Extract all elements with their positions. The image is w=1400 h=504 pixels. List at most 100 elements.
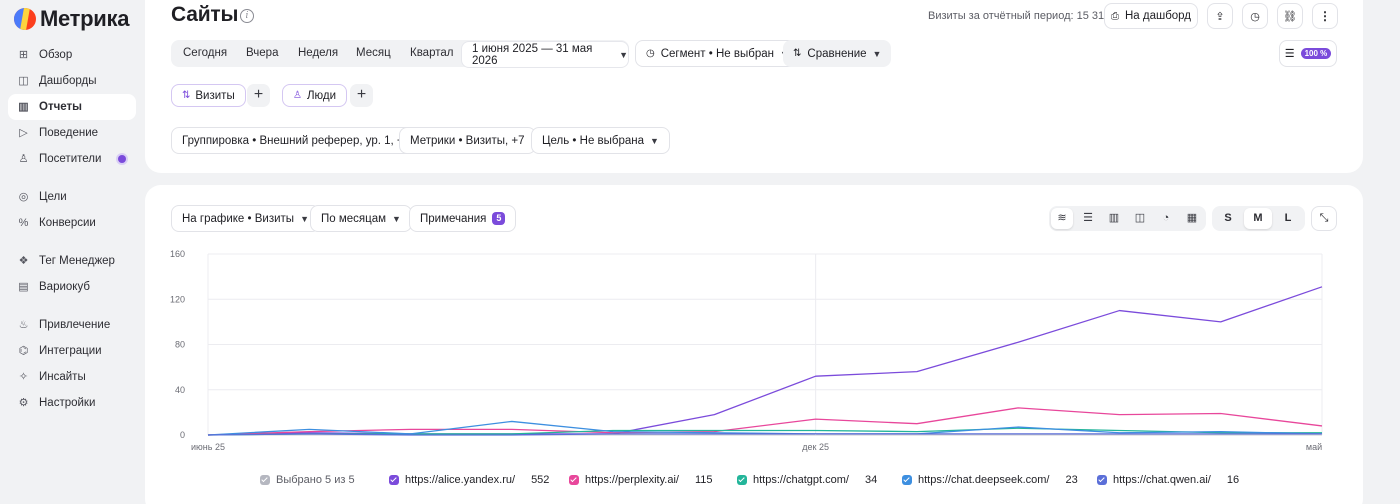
compare-label: Сравнение bbox=[807, 47, 867, 60]
legend-item[interactable]: https://chat.qwen.ai/ 16 bbox=[1097, 472, 1239, 488]
series-line bbox=[207, 286, 1323, 436]
segment-icon: ◷ bbox=[646, 48, 655, 59]
chevron-down-icon: ▼ bbox=[392, 213, 401, 224]
more-button[interactable]: ⋮ bbox=[1312, 3, 1338, 29]
legend-selected-all[interactable]: Выбрано 5 из 5 bbox=[260, 472, 355, 488]
period-today[interactable]: Сегодня bbox=[183, 47, 228, 59]
checkbox-icon bbox=[902, 475, 912, 485]
sidebar-item-behavior[interactable]: ▷ Поведение bbox=[8, 120, 136, 146]
period-month[interactable]: Месяц bbox=[356, 47, 391, 59]
metrika-logo-icon bbox=[14, 8, 36, 30]
add-people-filter-button[interactable]: + bbox=[350, 84, 373, 107]
date-range-picker[interactable]: 1 июня 2025 — 31 мая 2026 ▼ bbox=[462, 42, 628, 67]
series-line bbox=[207, 407, 1323, 436]
metrika-logo[interactable]: Метрика bbox=[14, 6, 129, 32]
metrics-label: Метрики • Визиты, +7 bbox=[410, 134, 525, 147]
pie-chart-icon[interactable]: ◔ bbox=[1162, 212, 1170, 224]
detalization-dropdown[interactable]: По месяцам ▼ bbox=[310, 205, 412, 232]
sidebar-item-settings[interactable]: ⚙ Настройки bbox=[8, 390, 136, 416]
chevron-down-icon: ▼ bbox=[300, 213, 309, 224]
histogram-icon[interactable]: ▦ bbox=[1186, 212, 1198, 224]
notes-button[interactable]: Примечания 5 bbox=[409, 205, 517, 232]
add-to-dashboard-label: На дашборд bbox=[1124, 10, 1192, 22]
percent-icon: % bbox=[18, 216, 29, 229]
export-button[interactable]: ⇪ bbox=[1207, 3, 1233, 29]
sidebar-item-acquisition[interactable]: ♨ Привлечение bbox=[8, 312, 136, 338]
sidebar-item-label: Конверсии bbox=[39, 217, 96, 229]
sidebar-item-dashboards[interactable]: ◫ Дашборды bbox=[8, 68, 136, 94]
segment-dropdown[interactable]: ◷ Сегмент • Не выбран ▼ bbox=[635, 40, 800, 67]
plus-icon: + bbox=[253, 86, 264, 103]
legend-item[interactable]: https://alice.yandex.ru/ 552 bbox=[389, 472, 549, 488]
sidebar-item-overview[interactable]: ⊞ Обзор bbox=[8, 42, 136, 68]
chart-size-selector: S M L bbox=[1212, 206, 1305, 231]
sidebar-item-tag-manager[interactable]: ❖ Тег Менеджер bbox=[8, 248, 136, 274]
goal-label: Цель • Не выбрана bbox=[542, 134, 645, 147]
sidebar-item-label: Интеграции bbox=[39, 345, 102, 357]
sparkle-icon: ✧ bbox=[18, 370, 29, 383]
line-chart-icon[interactable]: ≋ bbox=[1051, 208, 1073, 229]
more-vertical-icon: ⋮ bbox=[1319, 9, 1331, 23]
clock-icon: ◷ bbox=[1250, 10, 1260, 23]
date-range-label: 1 июня 2025 — 31 мая 2026 bbox=[472, 42, 593, 67]
sidebar-item-visitors[interactable]: ♙ Посетители bbox=[8, 146, 136, 172]
sidebar-item-label: Цели bbox=[39, 191, 67, 203]
history-button[interactable]: ◷ bbox=[1242, 3, 1268, 29]
legend-item[interactable]: https://perplexity.ai/ 115 bbox=[569, 472, 713, 488]
sidebar-item-reports[interactable]: ▥ Отчеты bbox=[8, 94, 136, 120]
upload-icon: ⇪ bbox=[1215, 10, 1225, 23]
size-l-button[interactable]: L bbox=[1284, 212, 1292, 224]
sidebar-item-integrations[interactable]: ⌬ Интеграции bbox=[8, 338, 136, 364]
period-week[interactable]: Неделя bbox=[298, 47, 339, 59]
puzzle-icon: ⌬ bbox=[18, 344, 29, 357]
period-yesterday[interactable]: Вчера bbox=[246, 47, 279, 59]
play-icon: ▷ bbox=[19, 126, 28, 139]
people-tag[interactable]: ♙ Люди bbox=[282, 84, 348, 107]
segment-label: Сегмент • Не выбран bbox=[660, 47, 774, 60]
sidebar-item-conversions[interactable]: % Конверсии bbox=[8, 210, 136, 236]
on-chart-dropdown[interactable]: На графике • Визиты ▼ bbox=[171, 205, 320, 232]
visits-tag[interactable]: ⇅ Визиты bbox=[171, 84, 246, 107]
tag-manager-icon: ❖ bbox=[18, 254, 29, 267]
new-indicator-dot bbox=[118, 155, 126, 163]
bar-chart-icon[interactable]: ▥ bbox=[1108, 212, 1120, 224]
chart-type-selector: ≋ ☰ ▥ ◫ ◔ ▦ bbox=[1049, 206, 1206, 231]
stacked-area-icon[interactable]: ☰ bbox=[1083, 212, 1093, 224]
series-line bbox=[207, 433, 1322, 436]
period-quarter[interactable]: Квартал bbox=[410, 47, 454, 59]
share-link-button[interactable]: ⛓ bbox=[1277, 3, 1303, 29]
people-tag-label: Люди bbox=[306, 89, 337, 102]
legend-item[interactable]: https://chat.deepseek.com/ 23 bbox=[902, 472, 1078, 488]
sidebar-item-goals[interactable]: ◎ Цели bbox=[8, 184, 136, 210]
notes-label: Примечания bbox=[420, 212, 487, 225]
sidebar-item-label: Инсайты bbox=[39, 371, 86, 383]
collapse-chart-button[interactable]: ⤡ bbox=[1311, 206, 1337, 231]
x-tick-label: июнь 25 bbox=[191, 442, 225, 452]
sidebar-item-label: Тег Менеджер bbox=[39, 255, 115, 267]
checkbox-icon bbox=[569, 475, 579, 485]
goal-dropdown[interactable]: Цель • Не выбрана ▼ bbox=[531, 127, 670, 154]
collapse-icon: ⤡ bbox=[1319, 212, 1329, 224]
sidebar-item-insights[interactable]: ✧ Инсайты bbox=[8, 364, 136, 390]
sidebar: Метрика ⊞ Обзор ◫ Дашборды ▥ Отчеты ▷ Поведе… bbox=[0, 0, 144, 504]
sidebar-item-variocube[interactable]: ▤ Вариокуб bbox=[8, 274, 136, 300]
grouping-dropdown[interactable]: Группировка • Внешний реферер, ур. 1, +4 bbox=[171, 127, 422, 154]
visits-tag-label: Визиты bbox=[195, 89, 235, 102]
size-s-button[interactable]: S bbox=[1224, 212, 1232, 224]
add-visits-filter-button[interactable]: + bbox=[247, 84, 270, 107]
legend-selected-label: Выбрано 5 из 5 bbox=[276, 474, 355, 486]
visits-icon: ⇅ bbox=[182, 90, 191, 101]
compare-dropdown[interactable]: ⇅ Сравнение ▼ bbox=[783, 40, 892, 67]
legend-item-count: 552 bbox=[531, 474, 550, 486]
add-to-dashboard-button[interactable]: ⎙ На дашборд bbox=[1104, 3, 1198, 29]
legend-item-label: https://chat.deepseek.com/ bbox=[918, 474, 1050, 486]
legend-item-count: 16 bbox=[1226, 474, 1240, 486]
size-m-button[interactable]: M bbox=[1244, 208, 1272, 229]
columns-icon[interactable]: ◫ bbox=[1134, 212, 1146, 224]
legend-item[interactable]: https://chatgpt.com/ 34 bbox=[737, 472, 877, 488]
legend-item-count: 115 bbox=[694, 474, 713, 486]
info-icon[interactable]: i bbox=[240, 9, 254, 23]
sampling-button[interactable]: ☰ 100 % bbox=[1279, 40, 1337, 67]
metrics-dropdown[interactable]: Метрики • Визиты, +7 bbox=[399, 127, 536, 154]
detalization-label: По месяцам bbox=[321, 212, 387, 225]
